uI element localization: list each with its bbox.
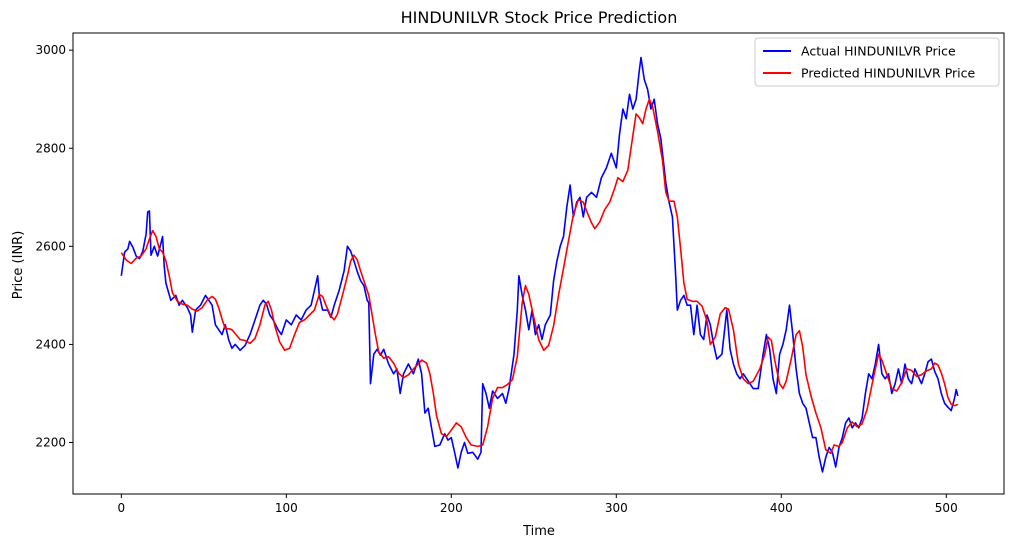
y-tick-label: 2400 bbox=[35, 337, 66, 351]
x-tick-label: 200 bbox=[440, 501, 463, 515]
series-line-actual bbox=[120, 56, 959, 473]
x-tick-label: 500 bbox=[935, 501, 958, 515]
y-axis-ticks: 2200 2400 2600 2800 3000 bbox=[35, 43, 73, 450]
legend: Actual HINDUNILVR Price Predicted HINDUNI… bbox=[754, 37, 1000, 87]
y-tick-label: 2800 bbox=[35, 141, 66, 155]
x-tick-label: 400 bbox=[770, 501, 793, 515]
chart-title: HINDUNILVR Stock Price Prediction bbox=[401, 8, 678, 27]
series-line-predicted bbox=[120, 98, 959, 455]
y-tick-label: 2200 bbox=[35, 436, 66, 450]
legend-label: Actual HINDUNILVR Price bbox=[801, 44, 956, 59]
axes-frame bbox=[72, 32, 1005, 495]
x-tick-label: 300 bbox=[605, 501, 628, 515]
x-tick-label: 100 bbox=[275, 501, 298, 515]
plot-area bbox=[120, 56, 959, 473]
y-axis-label: Price (INR) bbox=[11, 231, 26, 300]
x-tick-label: 0 bbox=[118, 501, 126, 515]
x-axis-label: Time bbox=[522, 524, 555, 539]
y-tick-label: 2600 bbox=[35, 239, 66, 253]
legend-box bbox=[754, 37, 1000, 87]
y-tick-label: 3000 bbox=[35, 43, 66, 57]
x-axis-ticks: 0 100 200 300 400 500 bbox=[118, 494, 958, 515]
legend-label: Predicted HINDUNILVR Price bbox=[801, 66, 976, 81]
